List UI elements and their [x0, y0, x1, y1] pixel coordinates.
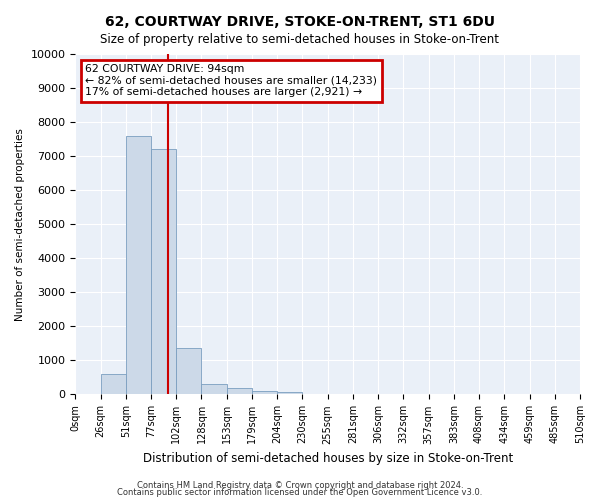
Text: 62 COURTWAY DRIVE: 94sqm
← 82% of semi-detached houses are smaller (14,233)
17% : 62 COURTWAY DRIVE: 94sqm ← 82% of semi-d… — [85, 64, 377, 98]
Bar — [252, 391, 277, 394]
Bar — [202, 384, 227, 394]
Bar — [151, 150, 176, 394]
X-axis label: Distribution of semi-detached houses by size in Stoke-on-Trent: Distribution of semi-detached houses by … — [143, 452, 513, 465]
Bar — [176, 348, 202, 395]
Text: Contains HM Land Registry data © Crown copyright and database right 2024.: Contains HM Land Registry data © Crown c… — [137, 480, 463, 490]
Bar — [277, 392, 302, 394]
Text: 62, COURTWAY DRIVE, STOKE-ON-TRENT, ST1 6DU: 62, COURTWAY DRIVE, STOKE-ON-TRENT, ST1 … — [105, 15, 495, 29]
Text: Contains public sector information licensed under the Open Government Licence v3: Contains public sector information licen… — [118, 488, 482, 497]
Bar — [227, 388, 252, 394]
Bar — [101, 374, 126, 394]
Text: Size of property relative to semi-detached houses in Stoke-on-Trent: Size of property relative to semi-detach… — [101, 32, 499, 46]
Y-axis label: Number of semi-detached properties: Number of semi-detached properties — [15, 128, 25, 320]
Bar — [126, 136, 151, 394]
